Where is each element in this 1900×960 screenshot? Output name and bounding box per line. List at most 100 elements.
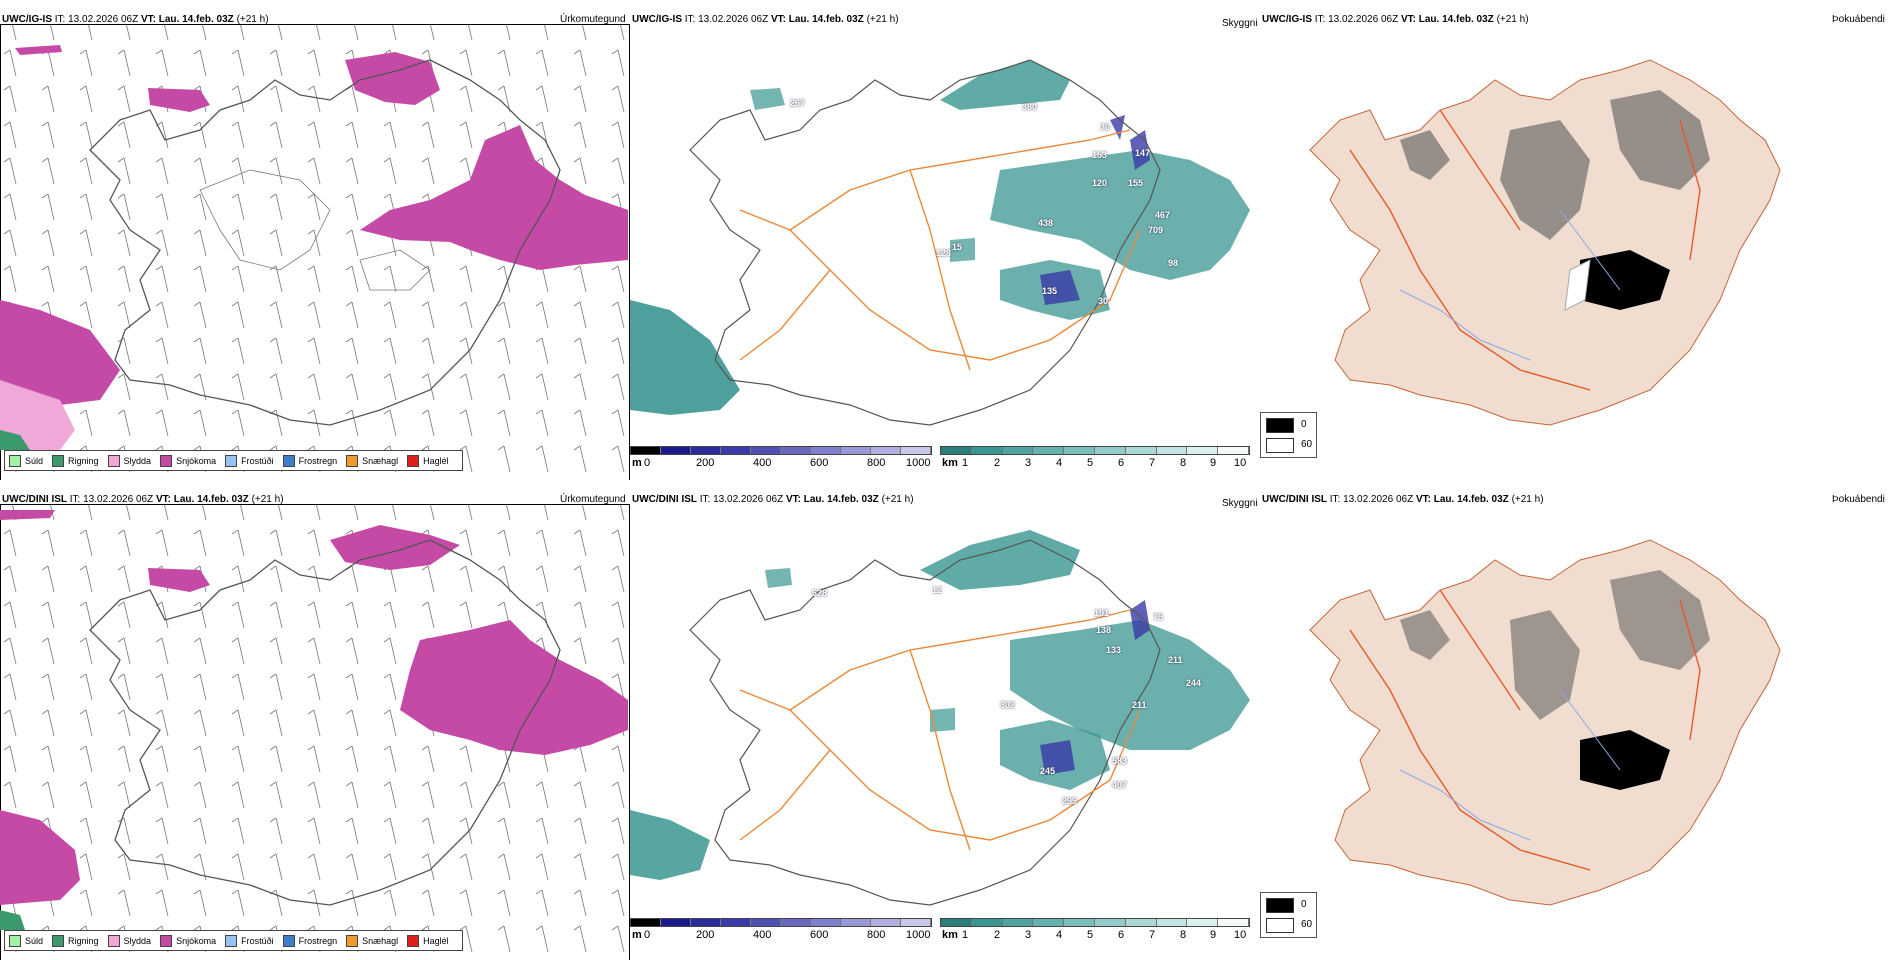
legend-item: Súld: [9, 454, 43, 467]
iceland-land: [1309, 59, 1781, 426]
panel-header: UWC/DINI ISL IT: 13.02.2026 06Z VT: Lau.…: [632, 494, 914, 505]
ceiling-tick: 600: [810, 929, 829, 941]
precip-map: [0, 505, 628, 959]
legend-item: Slydda: [107, 934, 151, 947]
visibility-value-label: 380: [1022, 102, 1038, 112]
vis-tick: 5: [1087, 929, 1094, 941]
vis-tick: 3: [1025, 929, 1032, 941]
legend-item: Snæhagl: [346, 454, 398, 467]
fog-legend-label: 60: [1301, 919, 1313, 930]
precip-legend: Súld Rigning Slydda Snjókoma Frostúði Fr…: [4, 930, 463, 951]
iceland-outline: [689, 539, 1161, 906]
vis-tick: 4: [1056, 929, 1063, 941]
precip-type-panel-1: UWC/IG-IS IT: 13.02.2026 06Z VT: Lau. 14…: [0, 10, 630, 480]
legend-item: Snæhagl: [346, 934, 398, 947]
visibility-value-label: 302: [1000, 700, 1016, 710]
visibility-value-label: 709: [1148, 225, 1164, 235]
visibility-value-label: 120: [1092, 178, 1108, 188]
panel-title: Skyggni: [1222, 18, 1258, 29]
visibility-value-label: 211: [1132, 700, 1147, 710]
panel-title: Skyggni: [1222, 498, 1258, 509]
panel-title: Þokuábendi: [1832, 494, 1885, 505]
vis-tick: 2: [994, 929, 1001, 941]
vis-tick: 7: [1149, 457, 1156, 469]
visibility-value-label: 211: [1168, 655, 1183, 665]
map-frame: [0, 504, 630, 960]
ceiling-tick: 800: [867, 929, 886, 941]
precip-type-panel-2: UWC/DINI ISL IT: 13.02.2026 06Z VT: Lau.…: [0, 490, 630, 960]
visibility-value-label: 75: [1153, 612, 1164, 622]
vis-tick: 1: [962, 457, 969, 469]
visibility-value-label: 153: [1092, 150, 1108, 160]
visibility-value-label: 135: [1042, 286, 1058, 296]
ceiling-tick: 200: [696, 457, 715, 469]
visibility-panel-2: UWC/DINI ISL IT: 13.02.2026 06Z VT: Lau.…: [630, 490, 1260, 960]
legend-item: Snjókoma: [160, 934, 216, 947]
legend-item: Frostregn: [282, 454, 337, 467]
legend-item: Haglél: [407, 454, 449, 467]
fog-legend: 0 60: [1260, 412, 1317, 458]
visibility-value-label: 30: [1098, 296, 1109, 306]
ceiling-tick: 1000: [906, 457, 931, 469]
vis-tick: 5: [1087, 457, 1094, 469]
ceiling-tick: 0: [644, 457, 651, 469]
map-frame: [0, 24, 630, 480]
roads: [739, 609, 1141, 851]
ceiling-unit: m: [632, 457, 642, 469]
visibility-value-label: 628: [812, 588, 828, 598]
visibility-unit: km: [942, 457, 958, 469]
vis-tick: 9: [1210, 929, 1217, 941]
visibility-value-label: 138: [1096, 625, 1112, 635]
visibility-value-label: 407: [1112, 780, 1128, 790]
legend-item: Rigning: [52, 934, 99, 947]
legend-item: Frostúði: [225, 934, 274, 947]
iceland-land: [1309, 539, 1781, 906]
legend-item: Súld: [9, 934, 43, 947]
panel-header: UWC/IG-IS IT: 13.02.2026 06Z VT: Lau. 14…: [2, 14, 269, 25]
vis-tick: 2: [994, 457, 1001, 469]
panel-title: Úrkomutegund: [560, 494, 626, 505]
fog-panel-2: UWC/DINI ISL IT: 13.02.2026 06Z VT: Lau.…: [1260, 490, 1890, 960]
panel-title: Þokuábendi: [1832, 14, 1885, 25]
ceiling-tick: 400: [753, 457, 772, 469]
roads: [739, 129, 1141, 371]
legend-item: Haglél: [407, 934, 449, 947]
fog-legend-label: 0: [1301, 419, 1307, 430]
vis-tick: 3: [1025, 457, 1032, 469]
vis-tick: 1: [962, 929, 969, 941]
ceiling-tick: 200: [696, 929, 715, 941]
vis-tick: 4: [1056, 457, 1063, 469]
visibility-value-label: 30: [1100, 122, 1111, 132]
vis-tick: 9: [1210, 457, 1217, 469]
vis-tick: 8: [1180, 929, 1187, 941]
vis-tick: 8: [1180, 457, 1187, 469]
vis-tick: 10: [1234, 929, 1247, 941]
ceiling-unit: m: [632, 929, 642, 941]
panel-header: UWC/DINI ISL IT: 13.02.2026 06Z VT: Lau.…: [2, 494, 284, 505]
legend-item: Snjókoma: [160, 454, 216, 467]
vis-tick: 10: [1234, 457, 1247, 469]
ceiling-tick: 1000: [906, 929, 931, 941]
panel-header: UWC/DINI ISL IT: 13.02.2026 06Z VT: Lau.…: [1262, 494, 1544, 505]
ceiling-tick: 0: [644, 929, 651, 941]
precip-map: [0, 25, 628, 479]
vis-tick: 7: [1149, 929, 1156, 941]
iceland-outline: [689, 59, 1161, 426]
fog-map: [1309, 539, 1781, 906]
legend-item: Frostúði: [225, 454, 274, 467]
precip-legend: Súld Rigning Slydda Snjókoma Frostúði Fr…: [4, 450, 463, 471]
panel-header: UWC/IG-IS IT: 13.02.2026 06Z VT: Lau. 14…: [632, 14, 899, 25]
visibility-map: [630, 59, 1250, 426]
visibility-value-label: 299: [1062, 796, 1078, 806]
ceiling-tick: 600: [810, 457, 829, 469]
fog-legend-label: 60: [1301, 439, 1313, 450]
iceland-outline: [89, 59, 561, 426]
legend-item: Frostregn: [282, 934, 337, 947]
legend-item: Slydda: [107, 454, 151, 467]
visibility-value-label: 12: [932, 585, 943, 595]
vis-tick: 6: [1118, 457, 1125, 469]
visibility-panel-1: UWC/IG-IS IT: 13.02.2026 06Z VT: Lau. 14…: [630, 10, 1260, 480]
fog-map: [1309, 59, 1781, 426]
visibility-value-label: 15: [952, 242, 963, 252]
visibility-value-label: 583: [1112, 756, 1128, 766]
